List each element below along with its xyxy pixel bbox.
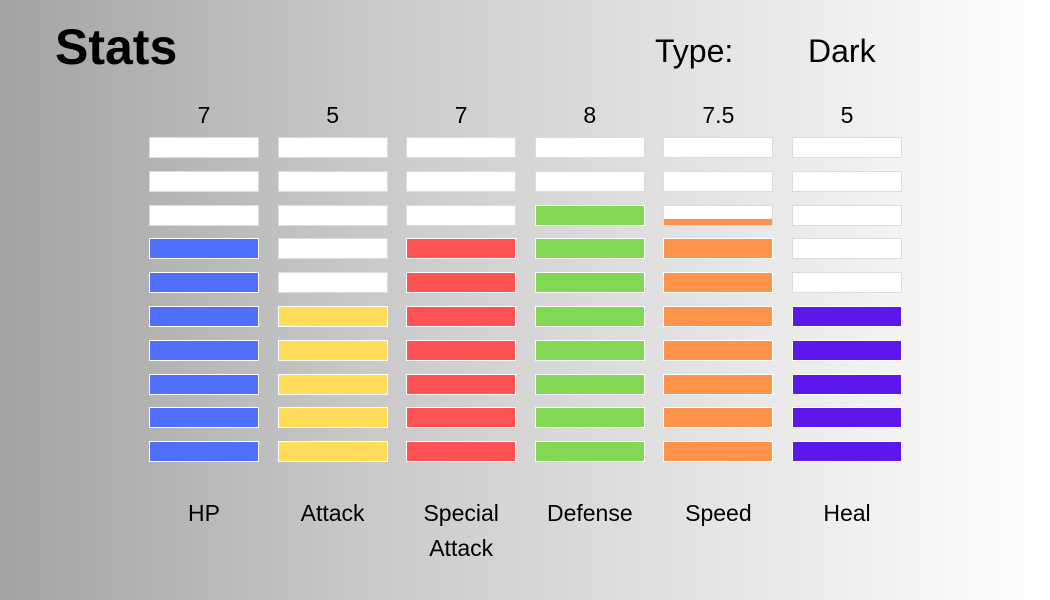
stat-bar-segment <box>149 373 259 395</box>
stat-bar-segment <box>277 238 388 260</box>
stat-bar-segment <box>277 306 388 327</box>
stat-bar-segment <box>663 170 774 192</box>
stat-column-heal: 5 Heal <box>792 0 902 600</box>
stat-bar-segment <box>277 373 388 395</box>
stat-bar-segment <box>663 373 774 395</box>
type-value: Dark <box>808 33 876 69</box>
stat-bar-segment <box>406 373 517 395</box>
stat-bar-segment <box>406 238 517 260</box>
stat-value-special-attack: 7 <box>454 102 468 128</box>
stat-bar-segment <box>277 272 388 294</box>
stat-bar-segment <box>792 373 902 395</box>
stat-bar-segment <box>277 339 388 361</box>
stat-bar-segment <box>792 272 902 294</box>
stat-bar-segment <box>792 238 902 260</box>
stat-bar-segment <box>277 441 388 463</box>
stat-bar-segment <box>663 407 774 429</box>
stat-bar-segment <box>406 441 517 463</box>
stat-bar-segment <box>277 204 388 226</box>
stat-value-attack: 5 <box>326 102 339 128</box>
stat-label-defense: Defense <box>546 500 633 526</box>
stat-value-heal: 5 <box>840 102 854 128</box>
stat-bar-segment <box>534 407 645 429</box>
stat-bar-segment <box>792 170 902 192</box>
stat-bar-segment <box>663 204 774 226</box>
stat-column-special-attack: 7 Special Attack <box>406 0 517 600</box>
stat-bar-segment <box>792 339 902 361</box>
stat-bar-segment <box>149 272 259 294</box>
stat-bar-segment <box>406 170 517 192</box>
stat-label-speed: Speed <box>685 500 752 526</box>
stat-bar-segment <box>792 306 902 327</box>
stat-bar-segment <box>534 373 645 395</box>
stat-bar-segment <box>149 339 259 361</box>
stat-bar-segment <box>534 339 645 361</box>
stat-bar-segment <box>406 137 517 158</box>
stat-bar-segment <box>149 238 259 260</box>
stat-bar-segment <box>792 204 902 226</box>
stat-column-hp: 7 HP <box>149 0 259 600</box>
stat-value-speed: 7.5 <box>702 102 735 128</box>
stat-column-attack: 5 Attack <box>277 0 388 600</box>
stat-bar-segment <box>149 137 259 158</box>
stat-bar-segment <box>277 170 388 192</box>
stat-bar-segment <box>792 137 902 158</box>
stat-column-speed: 7.5 Speed <box>663 0 774 600</box>
stat-bar-segment <box>663 306 774 327</box>
stat-bar-segment <box>406 407 517 429</box>
stat-bar-segment <box>149 170 259 192</box>
stat-bar-segment <box>534 306 645 327</box>
stat-bar-segment <box>534 238 645 260</box>
stat-label-hp: HP <box>188 500 220 526</box>
type-label: Type: <box>655 33 734 69</box>
stat-bar-segment <box>277 407 388 429</box>
stat-bar-segment <box>149 204 259 226</box>
stat-bar-segment <box>149 441 259 463</box>
stat-bar-segment <box>406 339 517 361</box>
stat-bar-segment <box>277 137 388 158</box>
stat-bar-segment <box>792 407 902 429</box>
stat-bar-segment <box>406 306 517 327</box>
stat-value-defense: 8 <box>583 102 597 128</box>
stat-bar-segment <box>406 204 517 226</box>
stat-bar-segment <box>663 137 774 158</box>
stat-label-special-attack: Special Attack <box>423 500 499 561</box>
stat-value-hp: 7 <box>197 102 211 128</box>
stat-bar-segment <box>149 306 259 327</box>
stat-bar-segment <box>792 441 902 463</box>
stat-label-heal: Heal <box>823 500 871 526</box>
stat-bar-segment <box>534 170 645 192</box>
stat-bar-segment <box>663 238 774 260</box>
stat-bar-segment <box>534 441 645 463</box>
stat-bar-segment <box>534 137 645 158</box>
stat-bar-segment <box>663 441 774 463</box>
stat-column-defense: 8 Defense <box>534 0 645 600</box>
page-title: Stats <box>55 19 178 75</box>
stat-bar-segment <box>534 272 645 294</box>
stat-label-attack: Attack <box>300 500 365 526</box>
stat-bar-segment <box>149 407 259 429</box>
stat-bar-segment <box>663 339 774 361</box>
stat-bar-segment <box>534 204 645 226</box>
stat-bar-segment <box>406 272 517 294</box>
stat-bar-segment <box>663 272 774 294</box>
